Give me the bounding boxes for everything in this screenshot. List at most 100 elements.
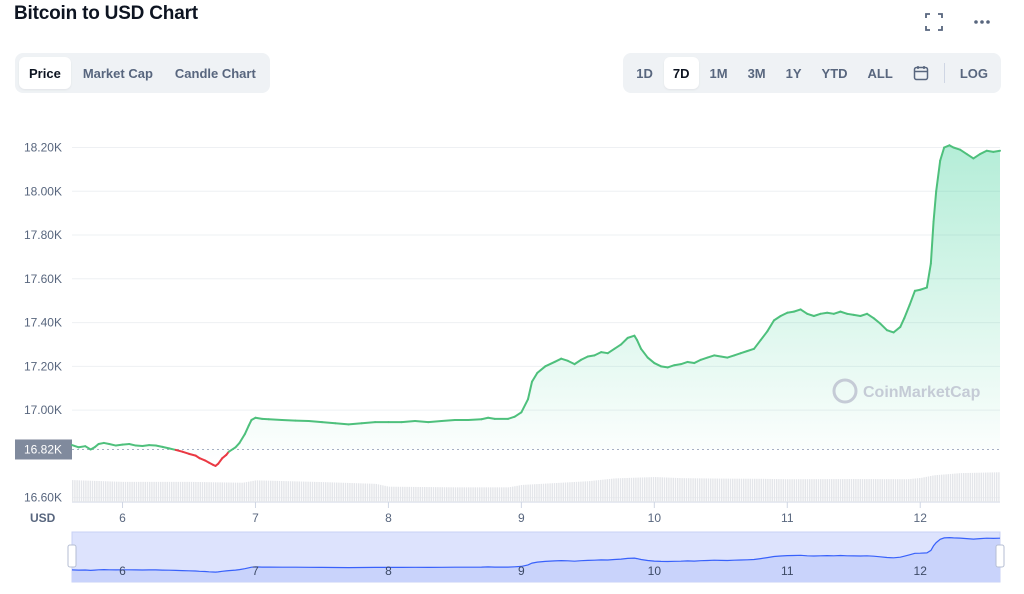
- volume-bar: [160, 481, 162, 502]
- volume-bar: [947, 474, 949, 502]
- volume-bar: [820, 479, 822, 502]
- price-line-segment: [536, 365, 547, 374]
- volume-bar: [872, 479, 875, 502]
- price-line-segment: [307, 420, 323, 424]
- volume-bar: [954, 473, 956, 502]
- more-horizontal-icon[interactable]: [970, 10, 994, 34]
- volume-bar: [749, 478, 751, 502]
- volume-bar: [857, 479, 859, 502]
- toolbar-divider: [943, 63, 945, 83]
- volume-bar: [773, 479, 776, 502]
- price-line-segment: [872, 317, 882, 325]
- watermark-text: CoinMarketCap: [863, 384, 981, 401]
- volume-bar: [476, 487, 479, 502]
- volume-bar: [109, 481, 111, 502]
- volume-bar: [976, 472, 978, 502]
- price-line-segment: [806, 312, 815, 317]
- volume-bar: [637, 477, 639, 502]
- volume-bar: [210, 482, 212, 502]
- price-line-segment: [866, 312, 875, 320]
- volume-bar: [505, 487, 507, 502]
- volume-bar: [692, 478, 694, 502]
- volume-bar: [967, 472, 969, 502]
- price-line-segment: [154, 444, 164, 448]
- range-3m[interactable]: 3M: [747, 65, 766, 81]
- volume-bar: [349, 482, 351, 502]
- navigator-handle-left[interactable]: [67, 544, 77, 568]
- volume-bar: [567, 482, 569, 502]
- tab-price[interactable]: Price: [19, 57, 71, 89]
- volume-bar: [443, 487, 446, 502]
- fullscreen-icon[interactable]: [922, 10, 946, 34]
- price-line-segment: [593, 351, 603, 357]
- volume-bar: [690, 478, 692, 502]
- volume-bar: [683, 478, 685, 502]
- volume-bar: [124, 481, 127, 502]
- price-line-segment: [254, 416, 264, 420]
- volume-bar: [850, 479, 853, 502]
- volume-bar: [153, 481, 155, 502]
- navigator-handle-right[interactable]: [995, 544, 1005, 568]
- price-line-segment: [414, 420, 430, 424]
- volume-bar: [622, 478, 624, 502]
- volume-bar: [248, 481, 250, 502]
- range-all[interactable]: ALL: [867, 65, 893, 81]
- price-line-segment: [919, 286, 928, 291]
- log-scale-button[interactable]: LOG: [959, 65, 988, 81]
- time-range-tabs: 1D 7D 1M 3M 1Y YTD ALL LOG: [623, 53, 1001, 93]
- volume-bar: [322, 482, 325, 502]
- volume-bar: [490, 487, 492, 502]
- price-line-segment: [334, 422, 350, 426]
- volume-bar: [705, 478, 707, 502]
- volume-bar: [795, 479, 798, 502]
- volume-bar: [384, 485, 386, 502]
- volume-bar: [710, 478, 712, 502]
- volume-bar: [96, 480, 98, 502]
- range-1d[interactable]: 1D: [636, 65, 653, 81]
- price-line-segment: [606, 347, 616, 355]
- y-tick-label: 17.60K: [24, 272, 62, 286]
- range-7d[interactable]: 7D: [663, 57, 699, 89]
- volume-bar: [831, 479, 833, 502]
- range-1m[interactable]: 1M: [709, 65, 728, 81]
- volume-bar: [479, 487, 481, 502]
- volume-bar: [677, 477, 679, 502]
- volume-bar: [743, 478, 745, 502]
- tab-market-cap[interactable]: Market Cap: [82, 65, 153, 81]
- volume-bar: [85, 480, 87, 502]
- volume-bar: [564, 482, 567, 502]
- y-tick-label: 17.40K: [24, 316, 62, 330]
- volume-bar: [802, 479, 804, 502]
- price-line-segment: [885, 329, 895, 334]
- volume-bar: [509, 487, 512, 502]
- price-line-segment: [832, 310, 842, 315]
- volume-bar: [331, 482, 333, 502]
- volume-bar: [793, 479, 795, 502]
- volume-bar: [553, 483, 556, 502]
- price-line-segment: [673, 363, 682, 367]
- volume-bar: [943, 474, 945, 502]
- volume-bar: [80, 480, 83, 502]
- price-line-segment: [427, 420, 443, 424]
- volume-bar: [694, 478, 696, 502]
- volume-bar: [569, 482, 571, 502]
- price-line-segment: [985, 149, 995, 153]
- price-line-segment: [560, 357, 569, 362]
- volume-bar: [778, 479, 780, 502]
- range-1y[interactable]: 1Y: [785, 65, 802, 81]
- range-ytd[interactable]: YTD: [821, 65, 848, 81]
- volume-bar: [230, 482, 232, 502]
- volume-bar: [186, 481, 188, 502]
- volume-bar: [234, 482, 237, 502]
- price-line-segment: [114, 443, 124, 447]
- volume-bar: [221, 482, 223, 502]
- volume-bar: [923, 477, 925, 502]
- volume-bar: [740, 478, 743, 502]
- calendar-icon[interactable]: [904, 57, 938, 89]
- tab-candle-chart[interactable]: Candle Chart: [174, 65, 256, 81]
- volume-bar: [208, 482, 210, 502]
- volume-bar: [276, 480, 278, 502]
- volume-bar: [534, 484, 536, 502]
- volume-bar: [762, 478, 765, 502]
